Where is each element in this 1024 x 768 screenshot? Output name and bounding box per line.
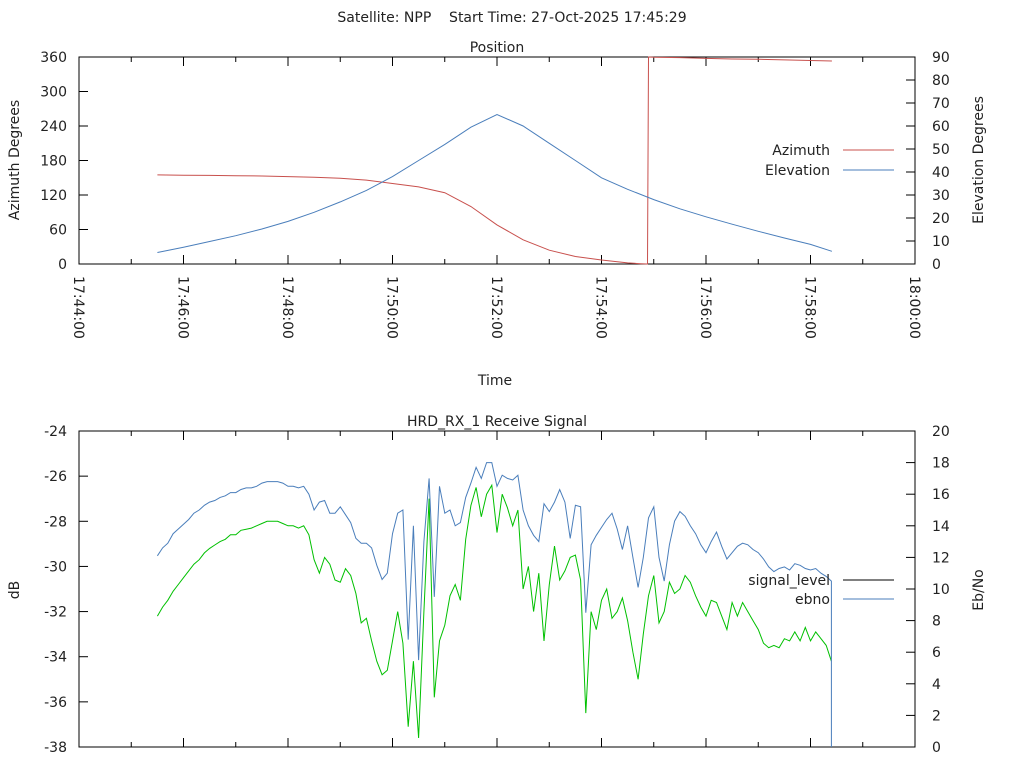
ebno-axis-label: Eb/No [971, 569, 987, 611]
db-axis-label: dB [7, 581, 23, 600]
y-tick-label: 300 [40, 85, 67, 101]
legend-elevation-label: Elevation [765, 163, 830, 179]
x-tick-label: 18:00:00 [906, 276, 922, 339]
y2-tick-label: 0 [932, 740, 941, 756]
elevation-axis-label: Elevation Degrees [971, 96, 987, 224]
y2-tick-label: 8 [932, 614, 941, 630]
y-tick-label: 180 [40, 154, 67, 170]
y2-tick-label: 70 [932, 96, 950, 112]
plot-border [78, 56, 916, 265]
y2-tick-label: 16 [932, 487, 950, 503]
elevation-series-line [157, 113, 833, 253]
y2-tick-label: 18 [932, 456, 950, 472]
y-tick-label: -28 [44, 514, 67, 530]
x-tick-label: 17:48:00 [279, 276, 295, 339]
y-tick-label: -36 [44, 695, 67, 711]
y-tick-label: -32 [44, 605, 67, 621]
figure-title: Satellite: NPP Start Time: 27-Oct-2025 1… [337, 10, 686, 26]
y2-tick-label: 90 [932, 50, 950, 66]
x-tick-label: 17:46:00 [175, 276, 191, 339]
azimuth-axis-label: Azimuth Degrees [7, 100, 23, 220]
x-tick-label: 17:50:00 [384, 276, 400, 339]
x-tick-label: 17:52:00 [488, 276, 504, 339]
y-tick-label: 0 [58, 257, 67, 273]
legend-signal-level-label: signal_level [748, 573, 830, 589]
legend-ebno-label: ebno [795, 592, 830, 608]
y2-tick-label: 10 [932, 582, 950, 598]
y-tick-label: -38 [44, 740, 67, 756]
y2-tick-label: 50 [932, 142, 950, 158]
x-tick-label: 17:56:00 [697, 276, 713, 339]
y-tick-label: -30 [44, 559, 67, 575]
y-tick-label: 60 [49, 223, 67, 239]
y-tick-label: 360 [40, 50, 67, 66]
plot-border [78, 430, 916, 748]
signal-level-series-line [156, 483, 832, 739]
x-tick-label: 17:54:00 [593, 276, 609, 339]
x-tick-label: 17:44:00 [70, 276, 86, 339]
y-tick-label: 120 [40, 188, 67, 204]
x-tick-label: 17:58:00 [802, 276, 818, 339]
position-plot-title: Position [470, 40, 525, 56]
y2-tick-label: 20 [932, 211, 950, 227]
receive-signal-plot-title: HRD_RX_1 Receive Signal [407, 414, 587, 430]
legend-azimuth-label: Azimuth [772, 143, 830, 159]
y2-tick-label: 2 [932, 708, 941, 724]
y2-tick-label: 12 [932, 550, 950, 566]
y-tick-label: -24 [44, 424, 67, 440]
time-axis-label: Time [477, 373, 512, 389]
ebno-series-line [156, 462, 832, 747]
y-tick-label: -26 [44, 469, 67, 485]
y2-tick-label: 4 [932, 677, 941, 693]
y2-tick-label: 30 [932, 188, 950, 204]
y2-tick-label: 6 [932, 645, 941, 661]
azimuth-series-line [157, 56, 832, 265]
y2-tick-label: 40 [932, 165, 950, 181]
y2-tick-label: 20 [932, 424, 950, 440]
y2-tick-label: 14 [932, 519, 950, 535]
y2-tick-label: 80 [932, 73, 950, 89]
y-tick-label: 240 [40, 119, 67, 135]
receive-signal-plot: HRD_RX_1 Receive Signal dB Eb/No -38 -36 -… [7, 414, 987, 756]
position-plot: Position Azimuth Degrees Elevation Degre… [7, 40, 987, 389]
y-tick-label: -34 [44, 650, 67, 666]
y2-tick-label: 0 [932, 257, 941, 273]
y2-tick-label: 10 [932, 234, 950, 250]
y2-tick-label: 60 [932, 119, 950, 135]
